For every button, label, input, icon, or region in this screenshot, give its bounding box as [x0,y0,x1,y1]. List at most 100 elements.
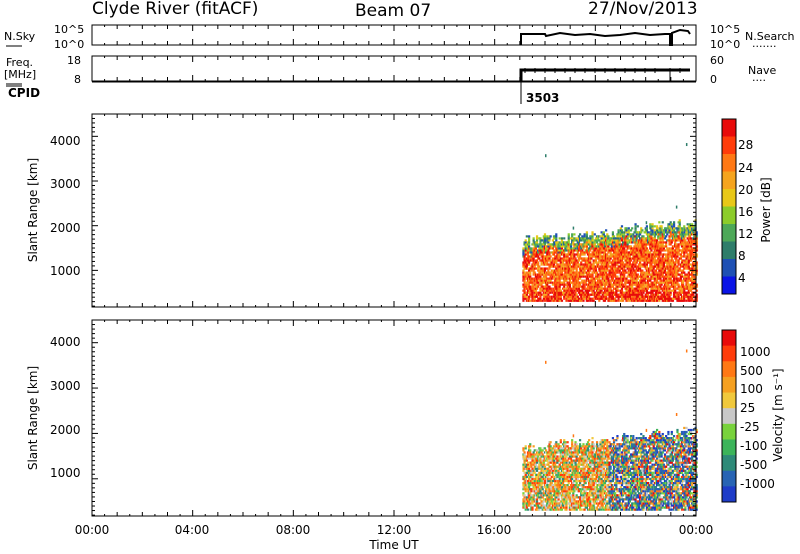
power-cell [695,273,698,276]
power-cell [525,275,528,278]
power-cell [675,271,678,274]
power-cell [531,295,534,298]
power-cell [674,261,677,264]
velocity-cell [576,477,579,481]
power-cell [574,243,577,246]
power-cell [567,263,570,266]
power-cell [655,277,659,280]
power-cell [532,257,535,260]
power-cell [625,297,628,300]
velocity-cell [576,496,579,499]
power-cell [615,269,618,272]
power-cell [663,293,667,296]
power-colorbar-swatch [722,119,736,137]
power-cell [588,271,591,274]
power-cell [657,287,660,290]
power-cell [554,269,557,272]
power-cell [611,253,615,256]
power-cell [669,227,672,230]
power-cell [652,251,655,254]
power-cell [537,291,540,294]
power-cell [565,295,568,298]
power-cell [556,241,559,244]
power-cell [631,285,634,288]
power-cell [650,275,653,278]
power-cell [670,235,673,238]
power-cell [606,263,609,266]
power-cell [668,251,671,254]
power-cell [662,281,665,284]
velocity-cell [547,492,550,495]
power-cell [682,295,685,298]
power-cell [629,273,633,276]
power-cell [580,253,583,256]
power-cell [638,247,642,250]
power-cell [624,237,627,240]
power-cell [658,255,661,258]
velocity-cell [539,477,542,481]
power-cell [642,275,645,278]
power-cell [670,265,673,268]
power-cell [671,235,675,238]
power-cell [643,275,646,278]
velocity-cell [526,461,530,464]
power-cell [650,267,653,270]
power-cell [623,247,626,250]
power-cell [666,279,669,282]
power-cbar-tick-16: 16 [738,205,753,219]
power-cell [584,257,587,260]
power-cell [522,251,525,254]
velocity-cell [542,469,545,472]
power-cell [635,293,638,296]
power-cell [546,295,549,298]
power-cell [585,267,588,270]
power-cell [642,255,645,258]
velocity-cell [545,463,548,466]
power-cell [523,259,526,262]
power-cell [542,269,545,272]
power-cell [679,299,682,302]
power-cell [531,265,534,268]
power-cell [611,273,615,276]
power-cell [614,237,617,240]
power-cell [545,263,548,266]
power-cell [629,287,633,290]
power-cell [633,281,636,284]
power-cell [599,235,602,238]
power-cell [636,245,639,248]
power-cell [601,271,604,274]
power-colorbar-swatch [722,224,736,242]
power-cell [677,277,680,280]
power-cell [541,243,544,246]
power-cell [571,297,574,300]
power-cell [636,291,639,294]
power-cell [660,281,663,284]
power-cell [526,257,530,260]
power-cell [537,297,540,300]
power-cell [581,293,584,296]
power-cell [603,255,607,258]
power-cell [618,269,621,272]
power-cell [670,285,673,288]
power-cell [654,297,658,300]
power-cell [586,265,590,268]
power-ytick-3000: 3000 [50,177,81,191]
velocity-cell [574,486,577,489]
power-cell [554,287,557,290]
power-cell [670,229,673,232]
velocity-cell [545,469,548,472]
power-cell [555,285,558,288]
power-cell [598,297,601,300]
power-cell [682,265,685,268]
velocity-cell [555,457,558,460]
power-cell [659,279,662,282]
power-cell [566,295,569,298]
power-cell [560,291,564,294]
power-cell [614,287,617,290]
power-cell [599,289,602,292]
velocity-cell [569,502,573,505]
power-cell [677,273,680,276]
power-cell [683,263,686,266]
power-cell [685,229,688,232]
power-cell [560,263,564,266]
